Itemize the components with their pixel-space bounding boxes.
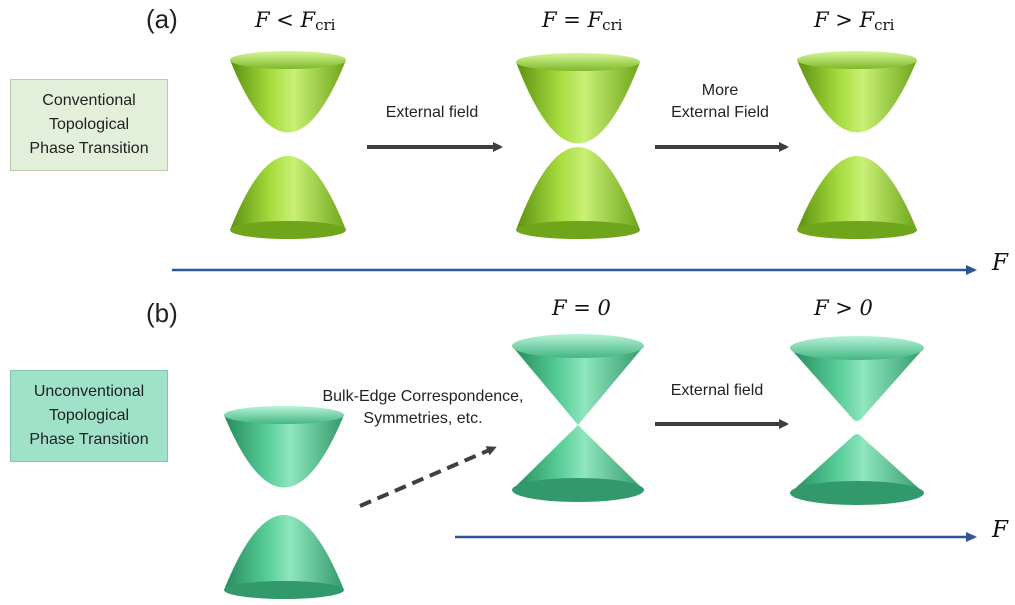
panel-b-label: (b) [146, 298, 178, 328]
axis-a-label: F [992, 250, 1008, 276]
axis-b-label: F [992, 517, 1008, 543]
band-b0 [224, 406, 344, 599]
band-a3 [797, 51, 917, 239]
state-a1-label: F < Fcri [255, 8, 336, 34]
dashed-arrow-b [359, 446, 497, 508]
state-b1-label: F = 0 [552, 296, 611, 320]
state-b2-label: F > 0 [814, 296, 873, 320]
dashed-arrow-caption: Bulk-Edge Correspondence, Symmetries, et… [322, 388, 524, 427]
band-a1 [230, 51, 346, 239]
state-a2-label: F = Fcri [542, 8, 623, 34]
conventional-box: Conventional Topological Phase Transitio… [10, 79, 168, 171]
unconventional-box: Unconventional Topological Phase Transit… [10, 370, 168, 462]
panel-a-label: (a) [146, 4, 178, 34]
arrow-a2-caption: More External Field [671, 82, 769, 121]
band-b1 [512, 334, 644, 502]
state-a3-label: F > Fcri [814, 8, 895, 34]
arrow-b1-caption: External field [670, 382, 764, 399]
arrow-a1-caption: External field [385, 104, 479, 121]
band-b2 [790, 336, 924, 505]
band-a2 [516, 53, 640, 239]
